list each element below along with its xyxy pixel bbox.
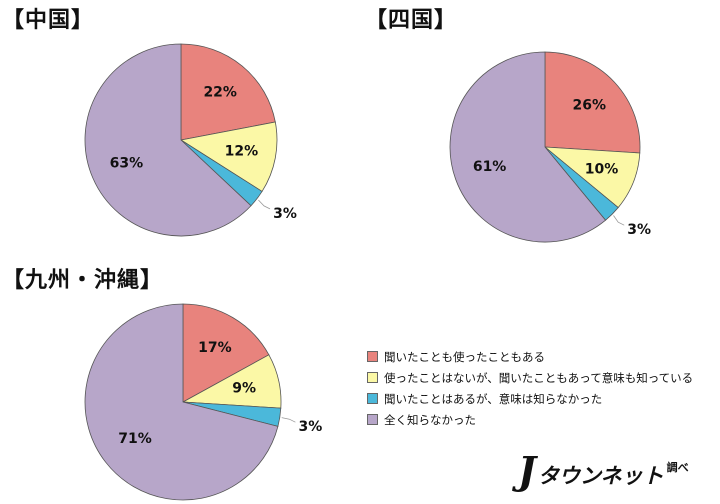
brand-name: タウンネット (537, 464, 664, 488)
slice-label: 3% (627, 222, 651, 238)
slice-label: 26% (573, 97, 607, 113)
slice-label: 10% (585, 161, 619, 177)
slice-label: 3% (273, 206, 297, 222)
slice-not-known (84, 303, 279, 501)
slice-used (544, 51, 641, 154)
slice-label: 22% (203, 85, 237, 101)
chart-title-kyushu-okinawa: 【九州・沖縄】 (2, 268, 164, 293)
legend-swatch (367, 372, 378, 383)
legend-label: 聞いたことも使ったこともある (384, 349, 545, 364)
slice-used (182, 303, 270, 403)
legend-swatch (367, 414, 378, 425)
slice-label: 61% (473, 159, 507, 175)
legend-item-know-meaning: 使ったことはないが、聞いたこともあって意味も知っている (367, 367, 693, 388)
leader-line (258, 199, 271, 210)
legend-label: 聞いたことはあるが、意味は知らなかった (384, 391, 603, 406)
chart-title-shikoku: 【四国】 (365, 8, 458, 33)
slice-not-known (449, 51, 607, 243)
brand-mark: J (518, 448, 536, 493)
slice-label: 3% (299, 419, 323, 435)
legend-swatch (367, 351, 378, 362)
legend: 聞いたことも使ったこともある 使ったことはないが、聞いたこともあって意味も知って… (367, 346, 693, 430)
leader-line (281, 417, 296, 423)
legend-label: 使ったことはないが、聞いたこともあって意味も知っている (384, 370, 694, 385)
slice-label: 71% (118, 431, 152, 447)
legend-swatch (367, 393, 378, 404)
slice-used (180, 43, 276, 141)
slice-label: 12% (225, 144, 259, 160)
leader-line (613, 215, 625, 226)
legend-label: 全く知らなかった (384, 412, 476, 427)
legend-item-not-known: 全く知らなかった (367, 409, 693, 430)
brand-logo: J タウンネット 調べ (518, 452, 689, 490)
brand-sub: 調べ (666, 461, 689, 474)
legend-item-heard-only: 聞いたことはあるが、意味は知らなかった (367, 388, 693, 409)
chart-title-chugoku: 【中国】 (2, 8, 95, 33)
legend-item-used: 聞いたことも使ったこともある (367, 346, 693, 367)
slice-not-known (84, 43, 252, 237)
slice-label: 17% (198, 340, 232, 356)
slice-label: 63% (110, 156, 144, 172)
slice-label: 9% (232, 380, 256, 396)
slice-know-meaning (179, 121, 278, 192)
